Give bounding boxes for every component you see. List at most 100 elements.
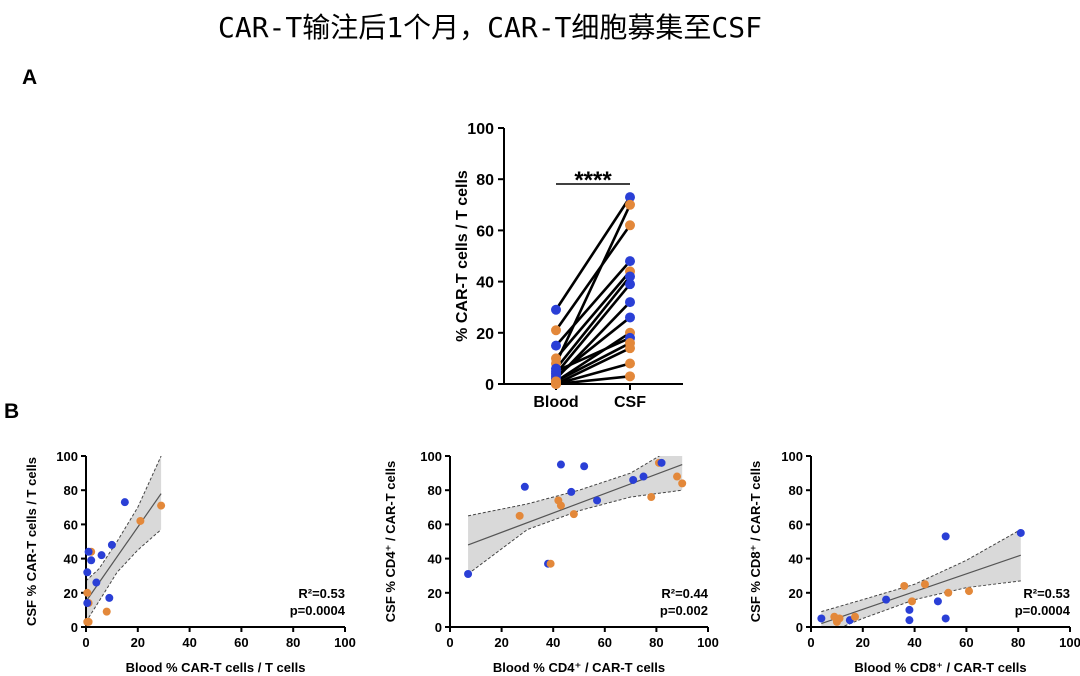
panelB2-xtick-label: 60 [598,635,612,650]
panelB2-ytick-label: 100 [420,449,442,464]
panelB3-band-upper [821,529,1022,613]
panelB3-ytick-label: 80 [789,483,803,498]
panelB1-point [157,501,166,510]
panelB2-confidence-band [468,456,683,574]
panelB3-point [882,595,891,604]
a-pair-line [554,275,632,370]
panelB3-point [908,597,917,606]
panelB2-point [464,569,473,578]
panelB2-r2-label: R²=0.44 [661,586,708,601]
panelB2-x-axis-label: Blood % CD4⁺ / CAR-T cells [493,660,665,675]
panelB3-xtick-label: 80 [1011,635,1025,650]
panelB2-xtick-label: 20 [494,635,508,650]
panelB1-point [83,599,92,608]
panelB3-xtick-label: 40 [907,635,921,650]
a-ytick-label: 40 [476,275,494,292]
panelB3-xtick-label: 100 [1059,635,1080,650]
a-pair-line [554,196,632,311]
panelB3-point [835,614,844,623]
a-point-blood [551,340,561,351]
a-pair-line [555,341,631,383]
panelB2-point [580,462,589,471]
panelB1-point [83,568,92,577]
a-point-blood [551,379,561,389]
panelB2-ytick-label: 0 [435,620,442,635]
panelB1-ytick-label: 40 [64,552,78,567]
panel-label-a: A [22,66,38,89]
a-pair-line [555,346,631,386]
panelB2-point [567,487,576,496]
panelB3-point [941,614,950,623]
panelB2-ytick-label: 40 [428,552,442,567]
panelB3-xtick-label: 60 [959,635,973,650]
panelB3-ytick-label: 0 [796,620,803,635]
a-point-blood [551,366,561,377]
a-pair-line [555,270,631,360]
panelB3-fit-line [821,554,1021,625]
panelB2-ytick-label: 20 [428,586,442,601]
a-xtick-label-csf: CSF [614,394,646,411]
panelB3-point [851,612,860,621]
panelB1-x-axis-label: Blood % CAR-T cells / T cells [126,660,306,675]
a-y-axis-label: % CAR-T cells / T cells [454,170,471,342]
panelB1-point [120,498,129,507]
a-ytick-label: 20 [476,326,494,343]
panelB2-point [639,472,648,481]
panelB3-point [905,616,914,625]
panelB1-point [92,578,101,587]
a-xtick-label-blood: Blood [533,394,578,411]
a-point-csf [625,312,635,323]
panelB2-fit-line [467,463,683,546]
panelB3-point [1016,528,1025,537]
panelB2-point [657,458,666,467]
panelB3-point [900,581,909,590]
a-point-csf [625,371,635,382]
page-title: CAR-T输注后1个月，CAR-T细胞募集至CSF [217,11,762,44]
panelB2-ytick-label: 60 [428,517,442,532]
panelB2-ytick-label: 80 [428,483,442,498]
a-point-blood [551,304,561,315]
panelB1-point [136,516,145,525]
panel-label-b: B [4,400,20,423]
panelB2-point [678,479,687,488]
panelB3-band-lower [838,580,1021,628]
panelB2-y-axis-label: CSF % CD4⁺ / CAR-T cells [383,461,398,622]
panelB3-y-axis-label: CSF % CD8⁺ / CAR-T cells [748,461,763,622]
panelB1-point [105,593,114,602]
a-ytick-label: 80 [476,172,494,189]
panelB2-xtick-label: 80 [649,635,663,650]
panelB1-point [83,588,92,597]
panelB2-xtick-label: 0 [446,635,453,650]
panelB3-confidence-band [821,529,1021,628]
panelB3-ytick-label: 100 [781,449,803,464]
panelB2-point [556,501,565,510]
panelB1-point [87,556,96,565]
panelB1-p-label: p=0.0004 [290,603,346,618]
panelB3-point [905,605,914,614]
a-point-csf [625,358,635,369]
panelB1-point [107,540,116,549]
panelB1-band-upper [86,456,162,582]
panelB3-r2-label: R²=0.53 [1023,586,1070,601]
panelB1-point [97,551,106,560]
a-ytick-label: 60 [476,223,494,240]
a-point-csf [625,220,635,231]
a-pair-line [554,283,632,375]
a-point-csf [625,199,635,210]
panelB3-point [817,614,826,623]
panelB3-p-label: p=0.0004 [1015,603,1071,618]
a-pair-line [554,204,632,365]
a-pair-line [555,260,631,347]
panelB1-ytick-label: 80 [64,483,78,498]
panelB2-xtick-label: 100 [697,635,719,650]
panelB2-point [556,460,565,469]
a-point-blood [551,325,561,336]
a-point-blood [551,353,561,364]
panelB2-xtick-label: 40 [546,635,560,650]
panelB1-r2-label: R²=0.53 [298,586,345,601]
panelB1-xtick-label: 20 [131,635,145,650]
panelB2-point [515,511,524,520]
panelB2-p-label: p=0.002 [660,603,708,618]
a-significance-stars: **** [574,167,612,194]
